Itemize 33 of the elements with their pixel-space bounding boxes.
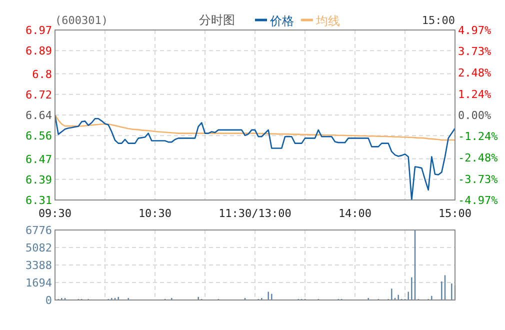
y2-tick-label: 1.24% bbox=[458, 88, 492, 101]
y2-tick-label: -2.48% bbox=[458, 151, 498, 164]
y-tick-label: 6.39 bbox=[26, 173, 52, 186]
y-tick-label: 6.64 bbox=[26, 109, 52, 122]
x-tick-label: 14:00 bbox=[338, 207, 372, 220]
legend-label: 价格 bbox=[269, 14, 294, 28]
y2-tick-label: -4.97% bbox=[458, 194, 498, 207]
y-tick-label: 6.72 bbox=[26, 88, 52, 102]
x-tick-label: 11:30/13:00 bbox=[218, 207, 292, 220]
y2-tick-label: 4.97% bbox=[458, 24, 492, 37]
y2-tick-label: -1.24% bbox=[458, 130, 498, 144]
y2-tick-label: 2.48% bbox=[458, 66, 492, 80]
x-tick-label: 09:30 bbox=[38, 207, 72, 220]
y2-tick-label: 3.73% bbox=[458, 45, 492, 58]
y-tick-label: 6.31 bbox=[26, 194, 52, 207]
x-tick-label: 15:00 bbox=[438, 207, 472, 220]
y-tick-label: 6.47 bbox=[26, 152, 52, 166]
y-tick-label: 6.97 bbox=[26, 24, 52, 37]
y2-tick-label: -3.73% bbox=[458, 172, 498, 186]
chart-subtitle: (600301) bbox=[55, 14, 108, 27]
y-tick-label: 5082 bbox=[26, 242, 52, 254]
y-tick-label: 6776 bbox=[26, 224, 52, 237]
y-tick-label: 6.89 bbox=[26, 44, 52, 58]
y-tick-label: 0 bbox=[45, 294, 52, 307]
y2-tick-label: 0.00% bbox=[458, 109, 492, 122]
legend-label: 均线 bbox=[315, 14, 340, 28]
chart-title: 分时图 bbox=[199, 13, 235, 27]
y-tick-label: 1694 bbox=[26, 276, 52, 290]
x-tick-label: 10:30 bbox=[138, 207, 172, 220]
y-tick-label: 3388 bbox=[26, 259, 52, 272]
y-tick-label: 6.8 bbox=[32, 68, 52, 81]
y-tick-label: 6.56 bbox=[26, 130, 52, 143]
text: 15:00 bbox=[422, 14, 455, 27]
